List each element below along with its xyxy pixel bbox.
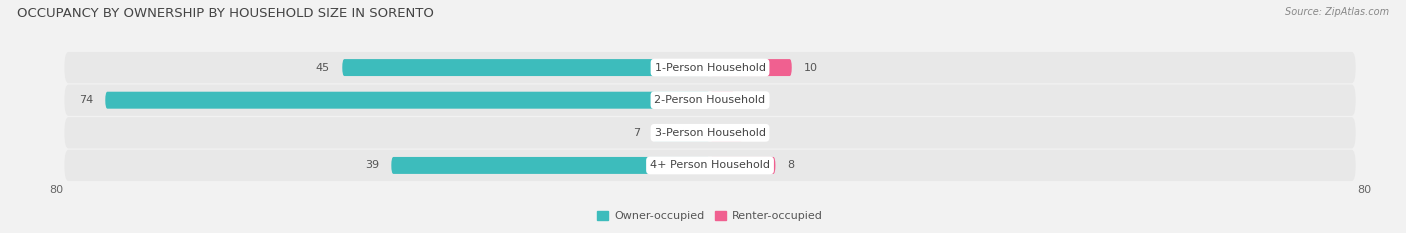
Text: 3: 3	[747, 95, 754, 105]
Text: 74: 74	[79, 95, 93, 105]
Text: 3-Person Household: 3-Person Household	[655, 128, 765, 138]
FancyBboxPatch shape	[65, 117, 1355, 148]
FancyBboxPatch shape	[652, 124, 710, 141]
FancyBboxPatch shape	[710, 59, 792, 76]
FancyBboxPatch shape	[65, 85, 1355, 116]
FancyBboxPatch shape	[65, 150, 1355, 181]
Text: 4: 4	[755, 128, 762, 138]
FancyBboxPatch shape	[710, 92, 734, 109]
Text: 45: 45	[316, 63, 330, 72]
Text: 7: 7	[634, 128, 641, 138]
FancyBboxPatch shape	[342, 59, 710, 76]
Text: 39: 39	[366, 161, 380, 170]
FancyBboxPatch shape	[710, 157, 776, 174]
FancyBboxPatch shape	[391, 157, 710, 174]
Text: 8: 8	[787, 161, 794, 170]
Text: OCCUPANCY BY OWNERSHIP BY HOUSEHOLD SIZE IN SORENTO: OCCUPANCY BY OWNERSHIP BY HOUSEHOLD SIZE…	[17, 7, 433, 20]
FancyBboxPatch shape	[710, 124, 742, 141]
FancyBboxPatch shape	[105, 92, 710, 109]
Text: 2-Person Household: 2-Person Household	[654, 95, 766, 105]
Text: Source: ZipAtlas.com: Source: ZipAtlas.com	[1285, 7, 1389, 17]
Legend: Owner-occupied, Renter-occupied: Owner-occupied, Renter-occupied	[593, 207, 827, 226]
Text: 1-Person Household: 1-Person Household	[655, 63, 765, 72]
Text: 4+ Person Household: 4+ Person Household	[650, 161, 770, 170]
Text: 10: 10	[804, 63, 818, 72]
FancyBboxPatch shape	[65, 52, 1355, 83]
